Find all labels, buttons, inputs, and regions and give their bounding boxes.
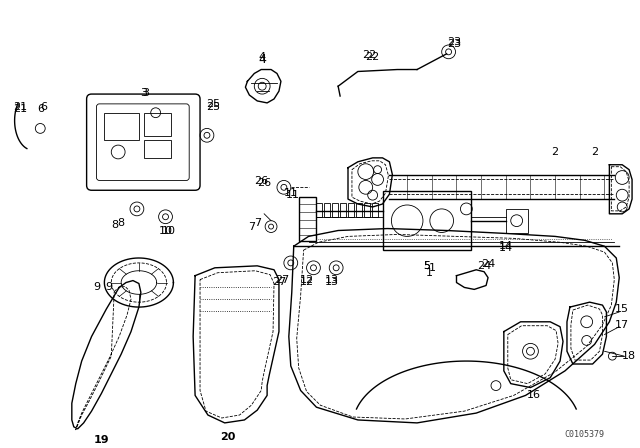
Text: 15: 15 bbox=[615, 304, 629, 314]
Text: 26: 26 bbox=[257, 178, 271, 189]
Text: 2: 2 bbox=[552, 147, 559, 157]
Bar bbox=[332, 203, 338, 217]
Bar bbox=[348, 203, 354, 217]
Text: 17: 17 bbox=[615, 320, 629, 330]
Bar bbox=[104, 113, 139, 140]
Text: 7: 7 bbox=[253, 218, 261, 228]
Text: 22: 22 bbox=[365, 52, 380, 62]
Text: 12: 12 bbox=[300, 275, 314, 284]
Bar bbox=[372, 203, 378, 217]
Text: 7: 7 bbox=[248, 222, 255, 232]
Text: 6: 6 bbox=[36, 104, 44, 114]
Text: 5: 5 bbox=[424, 261, 431, 271]
Text: 11: 11 bbox=[286, 190, 300, 200]
Text: 3: 3 bbox=[142, 88, 149, 98]
Text: 27: 27 bbox=[275, 275, 289, 284]
Text: 1: 1 bbox=[428, 263, 435, 273]
Text: 4: 4 bbox=[259, 53, 266, 66]
Text: 22: 22 bbox=[363, 50, 377, 60]
Bar bbox=[506, 209, 527, 233]
Text: 26: 26 bbox=[254, 177, 268, 186]
Text: 16: 16 bbox=[527, 390, 540, 401]
Text: 19: 19 bbox=[93, 435, 109, 444]
Text: 24: 24 bbox=[481, 259, 495, 269]
Bar bbox=[144, 140, 172, 158]
Text: 23: 23 bbox=[447, 37, 461, 47]
Text: 1: 1 bbox=[426, 268, 433, 278]
Text: 10: 10 bbox=[161, 225, 175, 236]
Text: 21: 21 bbox=[13, 104, 28, 114]
Text: 8: 8 bbox=[111, 220, 119, 230]
Text: 27: 27 bbox=[272, 276, 286, 287]
Bar bbox=[356, 203, 362, 217]
Text: 9: 9 bbox=[106, 282, 113, 293]
Text: 14: 14 bbox=[499, 241, 513, 251]
Text: 13: 13 bbox=[325, 275, 339, 284]
Text: 23: 23 bbox=[447, 39, 461, 49]
Text: 6: 6 bbox=[41, 102, 48, 112]
Bar bbox=[364, 203, 370, 217]
Text: 25: 25 bbox=[206, 102, 220, 112]
Bar bbox=[316, 203, 323, 217]
Text: 8: 8 bbox=[118, 218, 125, 228]
Text: 3: 3 bbox=[140, 88, 147, 98]
Text: 24: 24 bbox=[477, 261, 492, 271]
Text: 11: 11 bbox=[284, 188, 298, 198]
Bar bbox=[299, 197, 316, 241]
Text: 25: 25 bbox=[206, 99, 220, 109]
Bar bbox=[340, 203, 346, 217]
Text: 9: 9 bbox=[93, 282, 100, 293]
Text: 4: 4 bbox=[259, 52, 266, 62]
Bar bbox=[383, 191, 471, 250]
Text: 12: 12 bbox=[300, 276, 314, 287]
Text: C0105379: C0105379 bbox=[564, 430, 605, 439]
Bar bbox=[324, 203, 330, 217]
Text: 20: 20 bbox=[220, 431, 236, 442]
Text: 10: 10 bbox=[159, 225, 173, 236]
Text: 14: 14 bbox=[499, 243, 513, 253]
Text: 5: 5 bbox=[424, 261, 431, 271]
Text: 21: 21 bbox=[13, 102, 28, 112]
Bar bbox=[144, 113, 172, 136]
Text: 18: 18 bbox=[622, 351, 636, 361]
Text: 2: 2 bbox=[591, 147, 598, 157]
Text: 13: 13 bbox=[325, 276, 339, 287]
